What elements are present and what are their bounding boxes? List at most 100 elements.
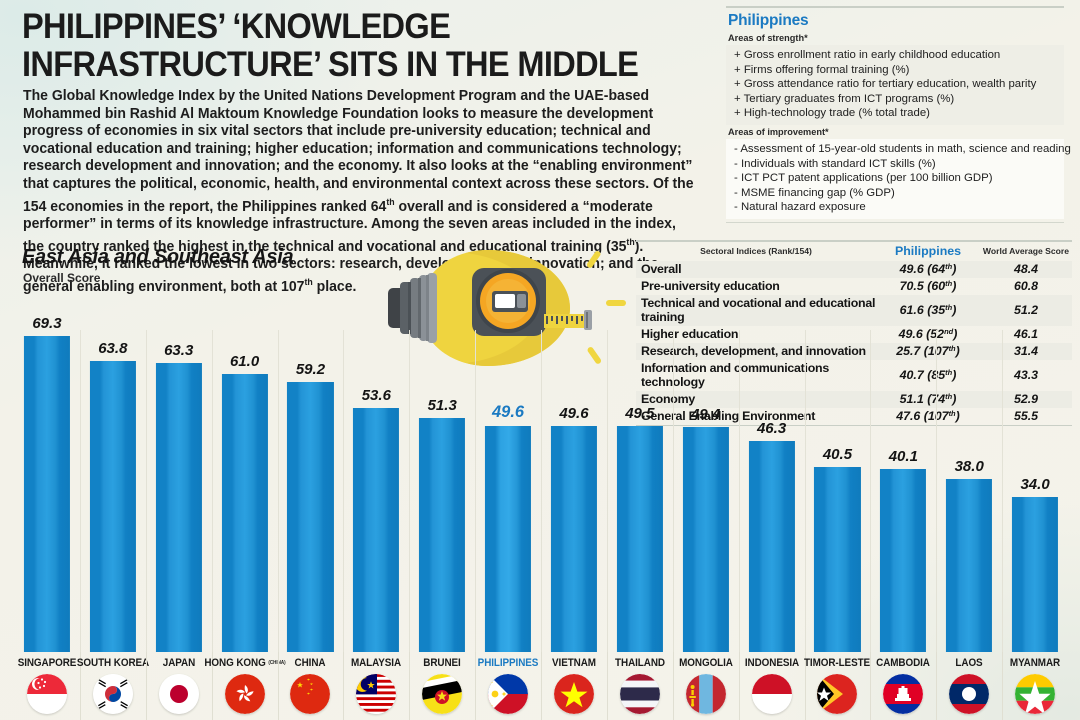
list-item: - MSME financing gap (% GDP) xyxy=(734,186,895,199)
bar xyxy=(221,373,268,652)
bar-value-label: 51.3 xyxy=(427,397,457,415)
cell-philippines-score: 25.7 (107th) xyxy=(876,342,980,360)
article-deck: The Global Knowledge Index by the United… xyxy=(23,88,694,295)
country-cell-divider xyxy=(870,652,872,720)
bar-value-label: 61.0 xyxy=(229,352,260,370)
country-name-label: CAMBODIA xyxy=(876,657,931,669)
improvements-list: - Assessment of 15-year-old students in … xyxy=(726,138,1071,219)
table-header-row: Sectoral Indices (Rank/154) Philippines … xyxy=(636,242,1072,261)
bar-value-label: 53.6 xyxy=(361,386,391,404)
country-cell-divider xyxy=(936,652,938,720)
bar xyxy=(155,363,202,652)
cell-philippines-score: 61.6 (35th) xyxy=(876,294,980,326)
country-cell-divider xyxy=(277,652,279,720)
country-cell-divider xyxy=(409,652,411,720)
country-cell: CHINA xyxy=(277,652,344,720)
bar-column: 51.3 xyxy=(409,292,475,652)
cell-world-average: 55.5 xyxy=(1013,409,1039,423)
cell-world-average: 51.2 xyxy=(980,294,1072,326)
philippines-strengths-panel: Philippines Areas of strength* + Gross e… xyxy=(726,6,1071,223)
bar-value-label: 49.6 xyxy=(559,404,589,422)
bar xyxy=(748,440,795,652)
table-top-rule xyxy=(636,240,1072,242)
country-cell: CAMBODIA xyxy=(870,652,936,720)
list-item: + Gross enrollment ratio in early childh… xyxy=(734,49,1001,61)
flag-icon-japan xyxy=(158,674,199,714)
country-cell-divider xyxy=(606,652,608,720)
country-name-label: HONG KONG (CHINA) xyxy=(203,657,285,669)
column-divider xyxy=(79,330,81,652)
bar-column: 59.2 xyxy=(277,292,344,652)
bar-column: 46.3 xyxy=(738,292,805,652)
flag-icon-thailand xyxy=(619,674,660,714)
flag-icon-laos xyxy=(949,674,990,714)
bar xyxy=(550,425,597,652)
lightbulb-tapemeasure-illustration xyxy=(348,238,638,398)
bar xyxy=(287,382,334,652)
flag-icon-malaysia xyxy=(356,674,397,714)
cell-index-label: Pre-university education xyxy=(641,279,780,293)
flag-icon-singapore xyxy=(26,674,67,714)
bar-value-label: 59.2 xyxy=(295,361,326,379)
cell-world-average: 60.8 xyxy=(1013,279,1039,293)
country-cell: TIMOR-LESTE xyxy=(804,652,871,720)
column-divider xyxy=(1002,330,1004,652)
bar-chart-plot: 69.3 63.8 63.3 61.0 59.2 53.6 51.3 49.6 49.6 49.5… xyxy=(14,292,1068,652)
cell-philippines-score: 40.7 (85th) xyxy=(899,368,957,382)
country-cell: MONGOLIA xyxy=(672,652,739,720)
bar-philippines xyxy=(485,425,532,652)
column-divider xyxy=(606,330,608,652)
page-title: PHILIPPINES’ ‘KNOWLEDGE INFRASTRUCTURE’ … xyxy=(22,7,639,84)
table-row: Pre-university education 70.5 (60th) 60.8 xyxy=(636,278,1072,295)
bar-column: 69.3 xyxy=(14,292,80,652)
country-name-label: MALAYSIA xyxy=(351,657,402,669)
flag-icon-brunei xyxy=(422,674,463,714)
cell-index-label: General Enabling Environment xyxy=(641,409,816,423)
country-cell: MYANMAR xyxy=(1002,652,1068,720)
improvements-header: Areas of improvement* xyxy=(728,126,829,137)
country-cell: PHILIPPINES xyxy=(475,652,541,720)
country-name-label: MYANMAR xyxy=(1009,657,1061,669)
column-header-world-average: World Average Score xyxy=(982,245,1070,256)
panel-title: Philippines xyxy=(728,12,809,29)
list-item: - Assessment of 15-year-old students in … xyxy=(734,142,1071,155)
cell-index-label: Overall xyxy=(636,260,876,278)
cell-philippines-score: 49.6 (52nd) xyxy=(898,327,958,341)
country-cell: SINGAPORE xyxy=(14,652,80,720)
column-header-philippines: Philippines xyxy=(894,243,962,258)
country-cell-divider xyxy=(343,652,345,720)
country-cell-divider xyxy=(145,652,147,720)
country-name-label: JAPAN xyxy=(162,657,195,669)
table-row: Information and communications technolog… xyxy=(636,360,1072,391)
country-cell-divider xyxy=(79,652,81,720)
table-row: Technical and vocational and educational… xyxy=(636,294,1072,326)
column-divider xyxy=(936,330,938,652)
bar xyxy=(419,418,466,652)
bar xyxy=(23,336,70,652)
list-item: + Tertiary graduates from ICT programs (… xyxy=(734,92,955,105)
bar-value-label: 38.0 xyxy=(954,457,984,475)
cell-index-label: Research, development, and innovation xyxy=(636,342,876,360)
country-cell-divider xyxy=(211,652,213,720)
column-divider xyxy=(738,330,740,652)
table-row: Higher education 49.6 (52nd) 46.1 xyxy=(636,326,1072,343)
column-divider xyxy=(409,330,411,652)
strengths-list: + Gross enrollment ratio in early childh… xyxy=(726,45,1064,125)
country-name-label: MONGOLIA xyxy=(678,657,733,669)
panel-top-rule xyxy=(726,6,1064,8)
country-name-label: SOUTH KOREA xyxy=(76,657,149,669)
bar-column: 49.6 xyxy=(541,292,607,652)
list-item: - ICT PCT patent applications (per 100 b… xyxy=(734,172,993,185)
bar-column: 38.0 xyxy=(936,292,1002,652)
flag-icon-philippines xyxy=(488,674,529,714)
country-name-label: VIETNAM xyxy=(551,657,596,669)
bar-column: 40.5 xyxy=(804,292,871,652)
column-divider xyxy=(870,330,872,652)
bar-value-label: 49.5 xyxy=(625,405,655,423)
bar-value-label: 34.0 xyxy=(1020,475,1050,493)
chart-title: East Asia and Southeast Asia xyxy=(22,246,294,268)
panel-bottom-rule xyxy=(726,221,1064,223)
country-cell-divider xyxy=(672,652,674,720)
